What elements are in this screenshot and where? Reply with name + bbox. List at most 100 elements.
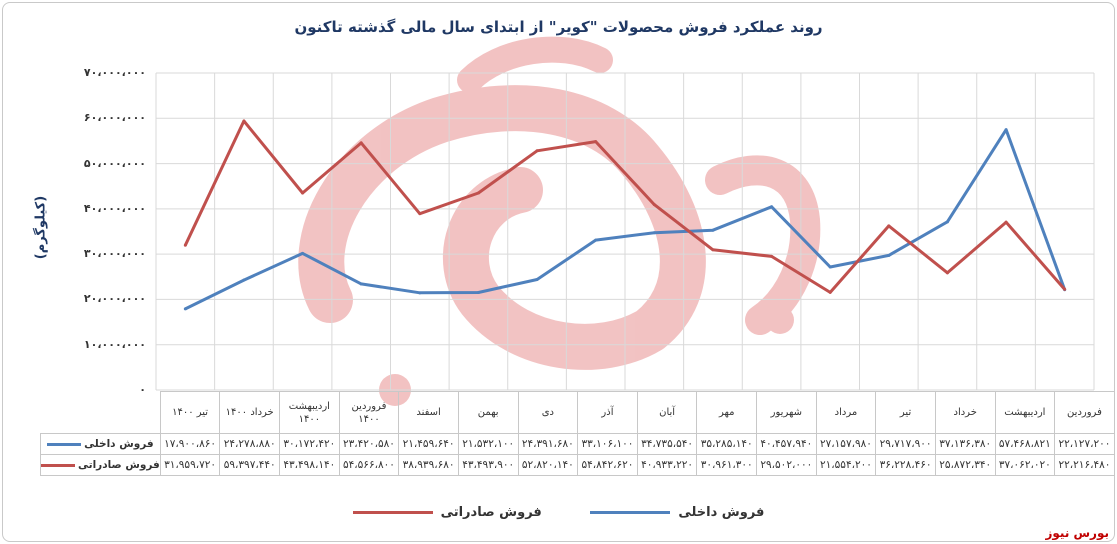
table-row: فروش صادراتی ۳۱،۹۵۹،۷۲۰ ۵۹،۳۹۷،۴۴۰ ۴۳،۴۹۸،۱…	[40, 454, 1115, 476]
data-label: ۳۰،۱۷۲،۴۲۰	[279, 433, 340, 455]
data-label: ۲۷،۱۵۷،۹۸۰	[815, 433, 877, 455]
category-label: شهریور	[756, 391, 817, 434]
data-label: ۲۹،۷۱۷،۹۰۰	[875, 433, 936, 455]
category-label: خرداد	[934, 391, 996, 434]
legend-label-export: فروش صادراتی	[440, 505, 542, 520]
data-label: ۱۷،۹۰۰،۸۶۰	[159, 433, 221, 455]
data-label: ۲۱،۴۵۹،۶۴۰	[398, 433, 459, 455]
data-point	[301, 251, 305, 255]
data-point	[594, 238, 598, 242]
y-tick-label: ۱۰،۰۰۰،۰۰۰	[83, 337, 146, 351]
category-label: مرداد	[815, 391, 877, 434]
data-label: ۲۲،۲۱۶،۴۸۰	[1054, 454, 1115, 476]
legend-key-export	[352, 511, 433, 514]
data-label: ۴۳،۴۹۸،۱۴۰	[279, 454, 340, 476]
data-point	[945, 220, 949, 224]
data-point	[183, 307, 187, 311]
category-label: آذر	[577, 391, 638, 434]
data-label: ۵۴،۵۶۶،۸۰۰	[338, 454, 400, 476]
data-label: ۳۳،۱۰۶،۱۰۰	[577, 433, 638, 455]
data-label: ۲۱،۵۳۲،۱۰۰	[457, 433, 519, 455]
source-label: بورس نیوز	[1045, 526, 1109, 540]
data-point	[711, 248, 715, 252]
data-label: ۳۱،۹۵۹،۷۲۰	[159, 454, 221, 476]
data-label: ۳۷،۰۶۲،۰۲۰	[994, 454, 1056, 476]
data-label: ۳۴،۷۳۵،۵۴۰	[636, 433, 698, 455]
category-label: فروردین	[1054, 391, 1115, 434]
category-label: تیر	[875, 391, 936, 434]
category-label: اردیبهشت	[994, 391, 1056, 434]
data-point	[476, 290, 480, 294]
watermark-logo	[298, 36, 821, 406]
data-point	[594, 140, 598, 144]
series-line-export	[183, 119, 1066, 294]
table-corner	[40, 391, 161, 434]
data-label: ۳۰،۹۶۱،۳۰۰	[696, 454, 758, 476]
data-point	[301, 191, 305, 195]
data-point	[476, 191, 480, 195]
series-label: فروش صادراتی	[40, 454, 161, 476]
data-point	[535, 278, 539, 282]
data-label: ۵۴،۸۴۲،۶۲۰	[577, 454, 638, 476]
y-tick-label: ۲۰،۰۰۰،۰۰۰	[83, 292, 146, 306]
data-label: ۳۸،۹۳۹،۶۸۰	[398, 454, 459, 476]
y-tick-label: ۰	[139, 383, 146, 396]
data-point	[828, 290, 832, 294]
category-label: فروردین ۱۴۰۰	[338, 391, 400, 434]
table-row: فروش داخلی ۱۷،۹۰۰،۸۶۰ ۲۴،۲۷۸،۸۸۰ ۳۰،۱۷۲،۴۲۰…	[40, 433, 1115, 455]
data-point	[652, 203, 656, 207]
category-label: مهر	[696, 391, 758, 434]
data-point	[828, 265, 832, 269]
series-key	[41, 463, 75, 467]
data-point	[652, 231, 656, 235]
data-label: ۲۹،۵۰۲،۰۰۰	[756, 454, 817, 476]
data-point	[242, 119, 246, 123]
data-label: ۵۷،۴۶۸،۸۲۱	[994, 433, 1056, 455]
series-label: فروش داخلی	[40, 433, 161, 455]
grid-lines	[155, 72, 1095, 391]
data-table: تیر ۱۴۰۰ خرداد ۱۴۰۰ اردیبهشت ۱۴۰۰ فروردین ۱…	[40, 391, 1115, 476]
y-tick-label: ۷۰،۰۰۰،۰۰۰	[83, 66, 146, 79]
series-layer	[183, 119, 1067, 311]
data-point	[887, 253, 891, 257]
data-label: ۳۶،۲۲۸،۴۶۰	[875, 454, 936, 476]
data-label: ۵۲،۸۲۰،۱۴۰	[517, 454, 579, 476]
data-point	[418, 291, 422, 295]
data-point	[887, 224, 891, 228]
data-point	[418, 212, 422, 216]
data-point	[359, 282, 363, 286]
series-name: فروش داخلی	[84, 438, 154, 450]
category-label: بهمن	[457, 391, 519, 434]
category-label: دی	[517, 391, 579, 434]
data-label: ۲۱،۵۵۴،۲۰۰	[815, 454, 877, 476]
data-label: ۲۵،۸۷۲،۳۴۰	[934, 454, 996, 476]
legend: فروش صادراتی فروش داخلی	[0, 505, 1117, 520]
data-point	[711, 228, 715, 232]
category-label: خرداد ۱۴۰۰	[219, 391, 281, 434]
category-label: آبان	[636, 391, 698, 434]
data-point	[359, 141, 363, 145]
data-label: ۲۳،۴۲۰،۵۸۰	[338, 433, 400, 455]
series-line-domestic	[184, 128, 1067, 311]
chart-title: روند عملکرد فروش محصولات "کویر" از ابتدا…	[294, 18, 823, 36]
data-label: ۳۷،۱۳۶،۳۸۰	[934, 433, 996, 455]
data-point	[242, 278, 246, 282]
data-label: ۵۹،۳۹۷،۴۴۰	[219, 454, 281, 476]
data-point	[770, 205, 774, 209]
category-label: اردیبهشت ۱۴۰۰	[279, 391, 340, 434]
legend-label-domestic: فروش داخلی	[678, 505, 765, 520]
data-point	[1004, 128, 1008, 132]
y-tick-label: ۴۰،۰۰۰،۰۰۰	[83, 201, 146, 215]
data-label: ۴۰،۴۵۷،۹۴۰	[756, 433, 817, 455]
y-tick-label: ۳۰،۰۰۰،۰۰۰	[83, 247, 146, 261]
data-label: ۲۲،۱۲۷،۲۰۰	[1054, 433, 1115, 455]
data-label: ۲۴،۳۹۱،۶۸۰	[517, 433, 579, 455]
series-name: فروش صادراتی	[78, 459, 160, 471]
data-label: ۲۴،۲۷۸،۸۸۰	[219, 433, 281, 455]
data-point	[1004, 220, 1008, 224]
legend-key-domestic	[590, 511, 671, 514]
category-label: تیر ۱۴۰۰	[159, 391, 221, 434]
series-key	[47, 442, 82, 446]
data-point	[945, 271, 949, 275]
